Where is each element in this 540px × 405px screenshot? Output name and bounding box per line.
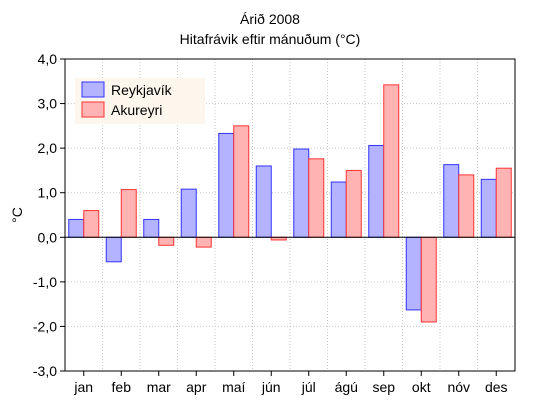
bar-akureyri xyxy=(158,236,175,246)
bar-akureyri xyxy=(233,125,250,238)
bar-akureyri xyxy=(420,236,437,323)
x-axis: jan feb mar apr maí jún júl ágú sep okt nóv des xyxy=(73,371,508,395)
legend-label: Akureyri xyxy=(111,102,162,118)
x-tick-label: jan xyxy=(73,379,93,395)
x-tick-label: ágú xyxy=(335,379,358,395)
legend-swatch xyxy=(81,101,105,118)
x-tick-label: des xyxy=(485,379,508,395)
bar-akureyri xyxy=(458,174,475,238)
bar-akureyri xyxy=(345,169,362,238)
bar-reykjavik xyxy=(218,132,235,238)
y-tick-label: -1,0 xyxy=(33,274,57,290)
bar-akureyri xyxy=(120,189,137,238)
y-tick-label: 3,0 xyxy=(38,96,58,112)
y-axis-label: °C xyxy=(9,207,25,223)
chart-subtitle: Hitafrávik eftir mánuðum (°C) xyxy=(179,31,361,47)
x-tick-label: okt xyxy=(412,379,431,395)
bars xyxy=(68,84,512,323)
bar-reykjavik xyxy=(405,236,422,311)
y-tick-label: -2,0 xyxy=(33,318,57,334)
y-tick-label: 0,0 xyxy=(38,229,58,245)
bar-reykjavik xyxy=(480,178,497,238)
bar-reykjavik xyxy=(255,165,272,238)
x-tick-label: mar xyxy=(147,379,171,395)
legend: Reykjavík Akureyri xyxy=(75,78,205,124)
bar-reykjavik xyxy=(330,181,347,238)
y-tick-label: 4,0 xyxy=(38,51,58,67)
x-tick-label: apr xyxy=(186,379,207,395)
bar-reykjavik xyxy=(143,218,160,238)
x-tick-label: júl xyxy=(301,379,316,395)
legend-swatch xyxy=(81,81,105,98)
x-tick-label: feb xyxy=(112,379,132,395)
bar-akureyri xyxy=(495,167,512,238)
bar-akureyri xyxy=(383,84,400,238)
bar-reykjavik xyxy=(293,148,310,238)
x-tick-label: sep xyxy=(372,379,395,395)
y-tick-label: 2,0 xyxy=(38,140,58,156)
bar-akureyri xyxy=(195,236,212,248)
x-tick-label: nóv xyxy=(447,379,470,395)
plot-frame xyxy=(64,58,516,372)
x-tick-label: jún xyxy=(261,379,281,395)
bar-reykjavik xyxy=(68,218,85,238)
y-tick-label: -3,0 xyxy=(33,363,57,379)
y-axis: -3,0 -2,0 -1,0 0,0 1,0 2,0 3,0 4,0 xyxy=(33,51,65,379)
bar-akureyri xyxy=(308,158,325,238)
bar-reykjavik xyxy=(180,188,197,238)
bar-reykjavik xyxy=(368,144,385,238)
chart-title: Árið 2008 xyxy=(240,11,300,27)
bar-reykjavik xyxy=(443,164,460,238)
y-tick-label: 1,0 xyxy=(38,185,58,201)
bar-reykjavik xyxy=(105,236,122,263)
legend-label: Reykjavík xyxy=(111,82,173,98)
x-tick-label: maí xyxy=(222,379,245,395)
bar-akureyri xyxy=(83,210,100,238)
